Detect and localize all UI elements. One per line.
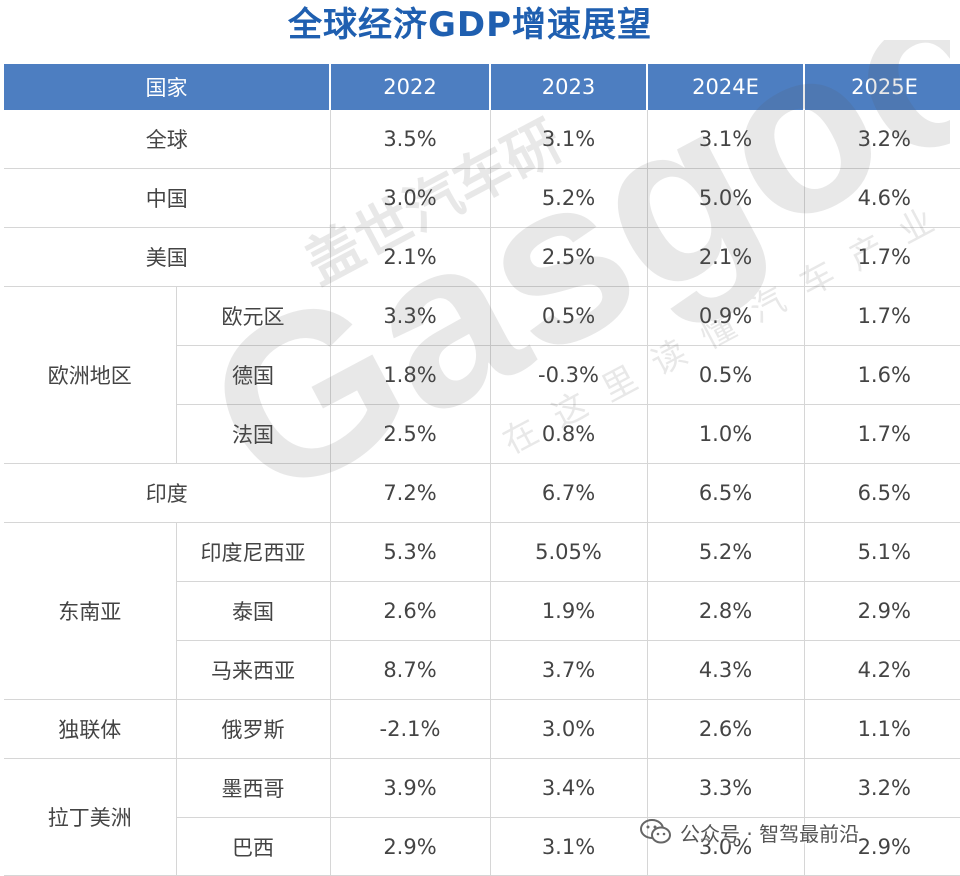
value-cell: 3.2%: [803, 758, 960, 818]
country-name: 欧元区: [175, 286, 330, 346]
value-cell: 2.5%: [489, 227, 647, 287]
value-cell: 5.1%: [803, 522, 960, 582]
table-row: 法国 2.5% 0.8% 1.0% 1.7%: [4, 404, 960, 464]
value-cell: 2.9%: [329, 817, 490, 876]
region-name: 拉丁美洲: [4, 758, 176, 876]
value-cell: 3.0%: [329, 168, 490, 228]
value-cell: 5.2%: [489, 168, 647, 228]
value-cell: 4.6%: [803, 168, 960, 228]
value-cell: 3.0%: [489, 699, 647, 759]
region-name: 独联体: [4, 699, 176, 759]
table-row: 印度 7.2% 6.7% 6.5% 6.5%: [4, 463, 960, 523]
table-row: 泰国 2.6% 1.9% 2.8% 2.9%: [4, 581, 960, 641]
table-row: 全球 3.5% 3.1% 3.1% 3.2%: [4, 110, 960, 169]
page-title: 全球经济GDP增速展望: [287, 5, 653, 45]
region-name: 东南亚: [4, 522, 176, 700]
value-cell: 4.2%: [803, 640, 960, 700]
wechat-icon: [640, 819, 671, 844]
value-cell: 0.9%: [646, 286, 804, 346]
table-row: 东南亚 印度尼西亚 5.3% 5.05% 5.2% 5.1%: [4, 522, 960, 700]
header-country: 国家: [4, 64, 330, 110]
value-cell: 3.1%: [489, 110, 647, 169]
value-cell: 0.5%: [489, 286, 647, 346]
country-name: 马来西亚: [175, 640, 330, 700]
value-cell: 5.0%: [646, 168, 804, 228]
value-cell: 2.6%: [329, 581, 490, 641]
wechat-footer: 公众号 · 智驾最前沿: [640, 816, 859, 848]
value-cell: 1.7%: [803, 404, 960, 464]
value-cell: 5.2%: [646, 522, 804, 582]
value-cell: 4.3%: [646, 640, 804, 700]
country-name: 墨西哥: [175, 758, 330, 818]
value-cell: 2.1%: [329, 227, 490, 287]
value-cell: 3.1%: [489, 817, 647, 876]
value-cell: 2.1%: [646, 227, 804, 287]
country-name: 美国: [4, 227, 330, 287]
table-row: 中国 3.0% 5.2% 5.0% 4.6%: [4, 168, 960, 228]
value-cell: 5.05%: [489, 522, 647, 582]
table-row: 巴西 2.9% 3.1% 3.0% 2.9%: [4, 817, 960, 876]
value-cell: 3.1%: [646, 110, 804, 169]
value-cell: -2.1%: [329, 699, 490, 759]
value-cell: -0.3%: [489, 345, 647, 405]
value-cell: 3.9%: [329, 758, 490, 818]
table-row: 美国 2.1% 2.5% 2.1% 1.7%: [4, 227, 960, 287]
footer-text: 公众号 · 智驾最前沿: [680, 821, 860, 846]
country-name: 巴西: [175, 817, 330, 876]
value-cell: 6.5%: [803, 463, 960, 523]
value-cell: 6.5%: [646, 463, 804, 523]
country-name: 全球: [4, 110, 330, 169]
value-cell: 6.7%: [489, 463, 647, 523]
value-cell: 1.7%: [803, 227, 960, 287]
header-2023: 2023: [489, 64, 647, 110]
table-row: 独联体 俄罗斯 -2.1% 3.0% 2.6% 1.1%: [4, 699, 960, 759]
value-cell: 2.8%: [646, 581, 804, 641]
value-cell: 0.5%: [646, 345, 804, 405]
value-cell: 1.7%: [803, 286, 960, 346]
country-name: 泰国: [175, 581, 330, 641]
header-2024e: 2024E: [646, 64, 804, 110]
header-2025e: 2025E: [803, 64, 960, 110]
value-cell: 1.6%: [803, 345, 960, 405]
region-name: 欧洲地区: [4, 286, 176, 464]
value-cell: 3.2%: [803, 110, 960, 169]
value-cell: 1.9%: [489, 581, 647, 641]
value-cell: 3.5%: [329, 110, 490, 169]
table-row: 马来西亚 8.7% 3.7% 4.3% 4.2%: [4, 640, 960, 700]
value-cell: 7.2%: [329, 463, 490, 523]
value-cell: 3.0%: [646, 817, 804, 876]
value-cell: 3.3%: [646, 758, 804, 818]
value-cell: 1.8%: [329, 345, 490, 405]
country-name: 中国: [4, 168, 330, 228]
header-row: 国家 2022 2023 2024E 2025E: [4, 64, 960, 110]
country-name: 印度尼西亚: [175, 522, 330, 582]
table-row: 欧洲地区 欧元区 3.3% 0.5% 0.9% 1.7%: [4, 286, 960, 464]
country-name: 俄罗斯: [175, 699, 330, 759]
table-row: 拉丁美洲 墨西哥 3.9% 3.4% 3.3% 3.2%: [4, 758, 960, 876]
header-2022: 2022: [329, 64, 490, 110]
value-cell: 2.5%: [329, 404, 490, 464]
table-row: 德国 1.8% -0.3% 0.5% 1.6%: [4, 345, 960, 405]
value-cell: 8.7%: [329, 640, 490, 700]
country-name: 法国: [175, 404, 330, 464]
value-cell: 0.8%: [489, 404, 647, 464]
value-cell: 2.9%: [803, 817, 960, 876]
value-cell: 2.6%: [646, 699, 804, 759]
value-cell: 3.7%: [489, 640, 647, 700]
value-cell: 1.0%: [646, 404, 804, 464]
value-cell: 2.9%: [803, 581, 960, 641]
value-cell: 3.3%: [329, 286, 490, 346]
value-cell: 1.1%: [803, 699, 960, 759]
value-cell: 5.3%: [329, 522, 490, 582]
country-name: 德国: [175, 345, 330, 405]
gdp-table: 国家 2022 2023 2024E 2025E 全球 3.5% 3.1% 3.…: [4, 64, 960, 876]
value-cell: 3.4%: [489, 758, 647, 818]
country-name: 印度: [4, 463, 330, 523]
